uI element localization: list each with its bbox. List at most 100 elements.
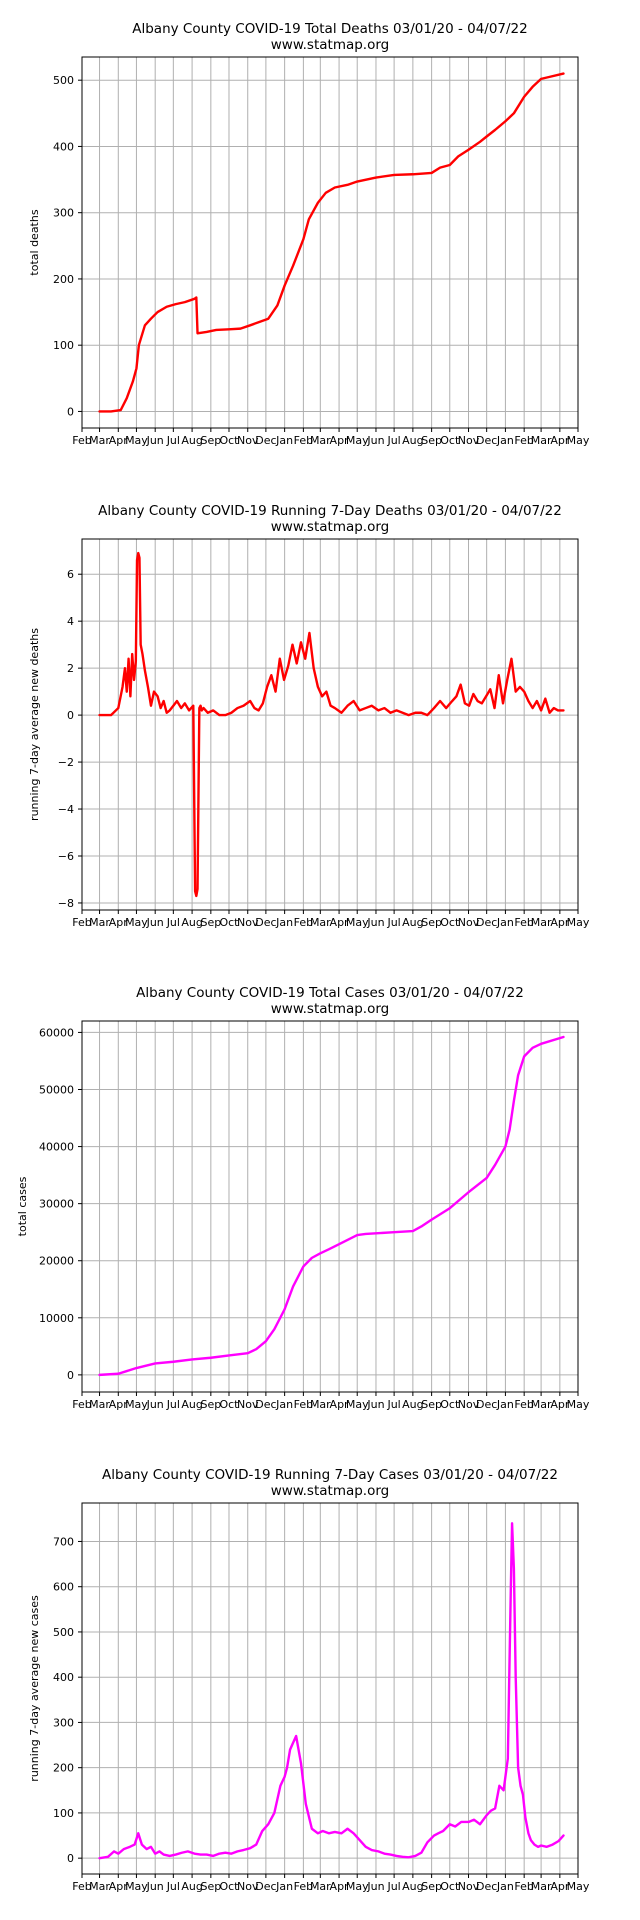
y-tick-label: 30000 xyxy=(39,1198,74,1211)
plot-frame xyxy=(81,538,579,911)
x-tick-label: Feb xyxy=(72,1398,91,1411)
y-tick-label: 6 xyxy=(67,568,74,581)
x-tick-label: May xyxy=(125,916,148,929)
x-tick-label: Dec xyxy=(476,434,497,447)
x-tick-label: May xyxy=(567,1880,590,1893)
x-tick-label: Feb xyxy=(294,1398,313,1411)
x-tick-label: Oct xyxy=(219,1880,239,1893)
x-tick-label: May xyxy=(346,1880,369,1893)
y-tick-label: 20000 xyxy=(39,1255,74,1268)
x-tick-label: Apr xyxy=(550,1398,570,1411)
x-tick-label: Feb xyxy=(72,916,91,929)
x-tick-label: Jul xyxy=(386,916,400,929)
x-tick-label: Sep xyxy=(200,916,221,929)
y-tick-label: −8 xyxy=(58,897,74,910)
x-tick-label: Jan xyxy=(275,916,293,929)
x-tick-label: Jan xyxy=(275,434,293,447)
x-tick-label: Feb xyxy=(294,1880,313,1893)
x-tick-label: Mar xyxy=(310,916,331,929)
y-tick-label: 300 xyxy=(53,207,74,220)
x-tick-label: Nov xyxy=(458,1880,480,1893)
x-tick-label: Jan xyxy=(275,1880,293,1893)
x-tick-label: Aug xyxy=(181,1880,202,1893)
x-tick-label: Oct xyxy=(440,916,460,929)
chart-title: Albany County COVID-19 Total Cases 03/01… xyxy=(136,985,524,1001)
x-tick-label: Jul xyxy=(166,1880,180,1893)
x-tick-label: Nov xyxy=(237,1398,259,1411)
x-tick-label: Feb xyxy=(514,916,533,929)
x-tick-label: Mar xyxy=(310,1880,331,1893)
x-tick-label: Aug xyxy=(181,1398,202,1411)
x-tick-label: Mar xyxy=(89,434,110,447)
chart-title: Albany County COVID-19 Total Deaths 03/0… xyxy=(132,21,528,37)
y-axis-label: total cases xyxy=(16,1176,29,1236)
chart-subtitle: www.statmap.org xyxy=(271,1483,390,1499)
plot-frame xyxy=(81,1020,579,1393)
chart-1: Albany County COVID-19 Total Deaths 03/0… xyxy=(28,21,590,447)
y-tick-label: 400 xyxy=(53,1671,74,1684)
y-tick-label: −2 xyxy=(58,756,74,769)
x-tick-label: Sep xyxy=(421,1880,442,1893)
x-tick-label: Oct xyxy=(440,434,460,447)
x-tick-label: Jun xyxy=(146,434,164,447)
y-tick-label: 300 xyxy=(53,1716,74,1729)
x-tick-label: Apr xyxy=(109,1398,129,1411)
x-tick-label: Apr xyxy=(550,1880,570,1893)
x-tick-label: Sep xyxy=(200,1880,221,1893)
x-tick-label: Jun xyxy=(146,1398,164,1411)
x-tick-label: Jul xyxy=(386,1398,400,1411)
y-tick-label: 0 xyxy=(67,1369,74,1382)
y-tick-label: −6 xyxy=(58,850,74,863)
chart-subtitle: www.statmap.org xyxy=(271,37,390,53)
x-tick-label: Apr xyxy=(330,916,350,929)
y-axis-label: running 7-day average new cases xyxy=(28,1595,41,1782)
y-tick-label: 0 xyxy=(67,1852,74,1865)
x-tick-label: May xyxy=(125,1398,148,1411)
series-line xyxy=(98,551,565,898)
x-tick-label: Jun xyxy=(146,1880,164,1893)
x-tick-label: Dec xyxy=(476,1880,497,1893)
x-tick-label: Aug xyxy=(402,1880,423,1893)
x-tick-label: Jun xyxy=(366,916,384,929)
series-line xyxy=(98,1035,565,1377)
x-tick-label: Nov xyxy=(458,434,480,447)
y-tick-label: 100 xyxy=(53,339,74,352)
x-tick-label: May xyxy=(567,916,590,929)
y-axis-label: total deaths xyxy=(28,209,41,275)
y-tick-label: 40000 xyxy=(39,1141,74,1154)
x-tick-label: Sep xyxy=(421,916,442,929)
x-tick-label: Oct xyxy=(219,434,239,447)
x-tick-label: Sep xyxy=(200,434,221,447)
x-tick-label: Apr xyxy=(550,434,570,447)
x-tick-label: Apr xyxy=(109,1880,129,1893)
y-tick-label: 200 xyxy=(53,273,74,286)
y-tick-label: 500 xyxy=(53,74,74,87)
y-tick-label: 0 xyxy=(67,709,74,722)
x-tick-label: Aug xyxy=(181,434,202,447)
y-tick-label: 100 xyxy=(53,1807,74,1820)
chart-title: Albany County COVID-19 Running 7-Day Dea… xyxy=(98,503,562,519)
x-tick-label: Mar xyxy=(531,434,552,447)
x-tick-label: Sep xyxy=(421,434,442,447)
x-tick-label: Mar xyxy=(531,916,552,929)
plot-frame xyxy=(81,56,579,429)
chart-2: Albany County COVID-19 Running 7-Day Dea… xyxy=(28,503,590,929)
x-tick-label: Apr xyxy=(330,1880,350,1893)
x-tick-label: Mar xyxy=(89,1398,110,1411)
x-tick-label: Apr xyxy=(550,916,570,929)
series-line xyxy=(98,72,565,413)
x-tick-label: Dec xyxy=(255,1398,276,1411)
y-tick-label: 400 xyxy=(53,140,74,153)
y-tick-label: 200 xyxy=(53,1762,74,1775)
x-tick-label: Sep xyxy=(421,1398,442,1411)
x-tick-label: Mar xyxy=(531,1398,552,1411)
x-tick-label: May xyxy=(346,916,369,929)
x-tick-label: Mar xyxy=(531,1880,552,1893)
x-tick-label: Oct xyxy=(440,1398,460,1411)
x-tick-label: Jan xyxy=(496,1398,514,1411)
x-tick-label: May xyxy=(346,434,369,447)
x-tick-label: Dec xyxy=(476,916,497,929)
x-tick-label: Jun xyxy=(366,1880,384,1893)
x-tick-label: Jan xyxy=(275,1398,293,1411)
